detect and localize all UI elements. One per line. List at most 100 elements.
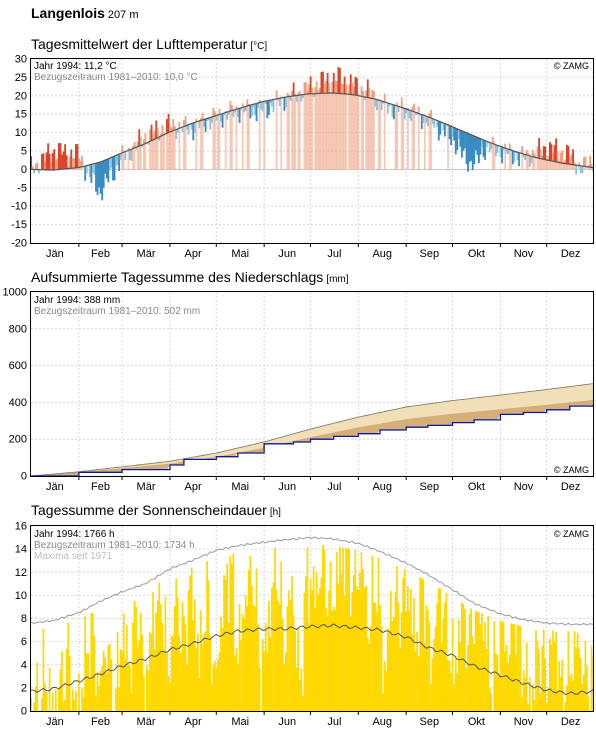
sunshine-bar [102, 651, 105, 711]
temperature-base-bar [291, 96, 293, 170]
temperature-base-bar [184, 125, 187, 170]
warm-anomaly-bar [306, 91, 309, 94]
sunshine-bar [487, 615, 489, 711]
sunshine-bar [249, 555, 252, 711]
sunshine-bar [575, 647, 577, 711]
warm-anomaly-bar [351, 82, 354, 95]
sunshine-bar [439, 589, 442, 711]
temperature-base-bar [311, 93, 314, 170]
sunshine-bar [277, 600, 280, 711]
cold-anomaly-bar [102, 160, 105, 188]
sunshine-bar [460, 602, 463, 711]
sunshine-bar [394, 592, 397, 711]
sunshine-bar [297, 628, 300, 711]
sunshine-bar [58, 688, 60, 711]
cold-anomaly-bar [490, 143, 493, 150]
temperature-base-bar [533, 157, 536, 170]
cold-anomaly-bar [251, 104, 253, 116]
sunshine-bar [213, 660, 216, 711]
temperature-base-bar [556, 162, 559, 170]
sunshine-bar [359, 572, 361, 711]
temperature-base-bar [247, 105, 250, 170]
sunshine-bar [101, 665, 103, 711]
cold-anomaly-bar [257, 102, 260, 108]
sunshine-bar [578, 648, 581, 711]
sunshine-bar [527, 703, 530, 711]
sunshine-bar [535, 630, 537, 711]
temperature-base-bar [170, 131, 173, 170]
sunshine-bar [291, 576, 293, 711]
x-tick-label: Jun [278, 248, 296, 260]
temperature-base-bar [379, 100, 382, 170]
temperature-marks [30, 67, 595, 201]
sunshine-legend-year: Jahr 1994: 1766 h [34, 529, 115, 540]
sunshine-bar [127, 662, 130, 711]
sunshine-bar [218, 652, 221, 711]
warm-anomaly-bar [184, 115, 187, 126]
x-tick-label: Jän [46, 716, 64, 728]
cold-anomaly-bar [363, 96, 366, 100]
warm-anomaly-bar [58, 143, 60, 170]
sunshine-bar [90, 613, 93, 711]
cold-anomaly-bar [240, 107, 243, 110]
temperature-base-bar [200, 120, 202, 170]
cold-anomaly-bar [181, 127, 184, 133]
temperature-base-bar [294, 95, 297, 170]
temperature-base-bar [318, 93, 321, 170]
sunshine-bar [238, 603, 241, 711]
temperature-y-axis: 30 25 20 15 10 5 0 -5 -10 -15 -20 [11, 54, 27, 250]
sunshine-bar [467, 645, 469, 711]
sunshine-bar [36, 662, 39, 711]
sunshine-bar [107, 645, 110, 711]
cold-anomaly-bar [130, 149, 133, 161]
x-tick-label: Nov [514, 716, 534, 728]
temperature-base-bar [286, 96, 289, 170]
sunshine-bar [518, 625, 520, 711]
warm-anomaly-bar [371, 89, 374, 99]
cold-anomaly-bar [507, 149, 510, 155]
temperature-base-bar [532, 156, 534, 170]
y-tick-label: 800 [9, 323, 27, 335]
temperature-base-bar [521, 153, 524, 170]
sunshine-bar [405, 612, 408, 711]
sunshine-bar [34, 686, 37, 711]
sunshine-bar [343, 595, 346, 711]
temperature-base-bar [169, 131, 172, 170]
y-tick-label: 400 [9, 397, 27, 409]
sunshine-bar [425, 605, 428, 711]
sunshine-bar [332, 606, 335, 711]
y-tick-label: 10 [15, 590, 27, 602]
temperature-base-bar [544, 159, 547, 170]
cold-anomaly-bar [414, 112, 417, 116]
sunshine-bar [318, 587, 321, 711]
temperature-base-bar [550, 160, 553, 170]
warm-anomaly-bar [556, 151, 559, 163]
cold-anomaly-bar [494, 144, 497, 157]
warm-anomaly-bar [491, 136, 494, 144]
cold-anomaly-bar [456, 128, 459, 151]
temperature-lines [30, 92, 594, 171]
cold-anomaly-bar [284, 97, 287, 108]
sunshine-bar [91, 613, 94, 711]
cold-anomaly-bar [252, 104, 255, 108]
cold-anomaly-bar [393, 104, 395, 120]
sunshine-bar [524, 678, 527, 711]
sunshine-bar [241, 613, 244, 711]
sunshine-bar [447, 659, 449, 711]
sunshine-bar [129, 665, 131, 711]
y-tick-label: 6 [21, 636, 27, 648]
cold-anomaly-bar [484, 140, 486, 160]
warm-anomaly-bar [368, 88, 371, 98]
warm-anomaly-bar [138, 129, 141, 147]
sunshine-bar [223, 575, 225, 711]
cold-anomaly-bar [496, 145, 499, 154]
cold-anomaly-bar [88, 164, 91, 178]
y-tick-label: -20 [11, 238, 27, 250]
sunshine-bar [440, 642, 443, 711]
sunshine-bar [323, 549, 326, 711]
y-tick-label: 25 [15, 72, 27, 84]
warm-anomaly-bar [155, 120, 158, 139]
temperature-normal-line [30, 92, 594, 171]
cold-anomaly-bar [227, 111, 230, 115]
warm-anomaly-bar [366, 79, 369, 98]
